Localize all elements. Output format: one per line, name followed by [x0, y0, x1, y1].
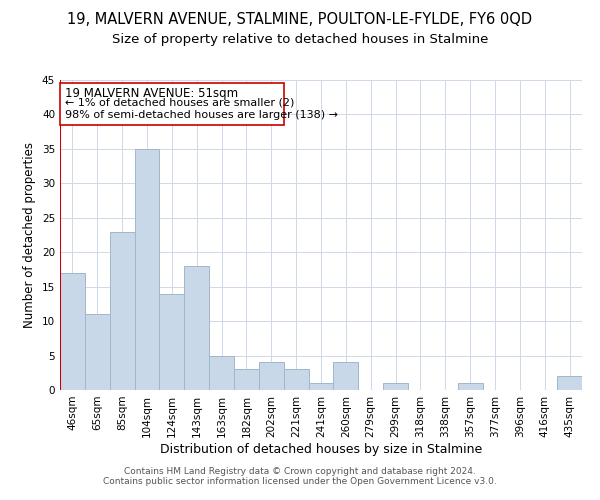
Bar — [134, 149, 160, 390]
Text: 19 MALVERN AVENUE: 51sqm: 19 MALVERN AVENUE: 51sqm — [65, 87, 239, 100]
Bar — [60, 273, 85, 390]
Text: Contains HM Land Registry data © Crown copyright and database right 2024.: Contains HM Land Registry data © Crown c… — [124, 467, 476, 476]
Y-axis label: Number of detached properties: Number of detached properties — [23, 142, 37, 328]
Text: 98% of semi-detached houses are larger (138) →: 98% of semi-detached houses are larger (… — [65, 110, 338, 120]
X-axis label: Distribution of detached houses by size in Stalmine: Distribution of detached houses by size … — [160, 442, 482, 456]
Text: Size of property relative to detached houses in Stalmine: Size of property relative to detached ho… — [112, 32, 488, 46]
Text: ← 1% of detached houses are smaller (2): ← 1% of detached houses are smaller (2) — [65, 98, 295, 108]
Bar — [458, 383, 482, 390]
Bar — [284, 370, 308, 390]
Bar — [184, 266, 209, 390]
Text: 19, MALVERN AVENUE, STALMINE, POULTON-LE-FYLDE, FY6 0QD: 19, MALVERN AVENUE, STALMINE, POULTON-LE… — [67, 12, 533, 28]
Bar — [557, 376, 582, 390]
Bar — [110, 232, 134, 390]
Bar — [160, 294, 184, 390]
Bar — [383, 383, 408, 390]
Bar — [334, 362, 358, 390]
Bar — [209, 356, 234, 390]
FancyBboxPatch shape — [61, 84, 284, 125]
Bar — [308, 383, 334, 390]
Bar — [234, 370, 259, 390]
Bar — [259, 362, 284, 390]
Bar — [85, 314, 110, 390]
Text: Contains public sector information licensed under the Open Government Licence v3: Contains public sector information licen… — [103, 477, 497, 486]
